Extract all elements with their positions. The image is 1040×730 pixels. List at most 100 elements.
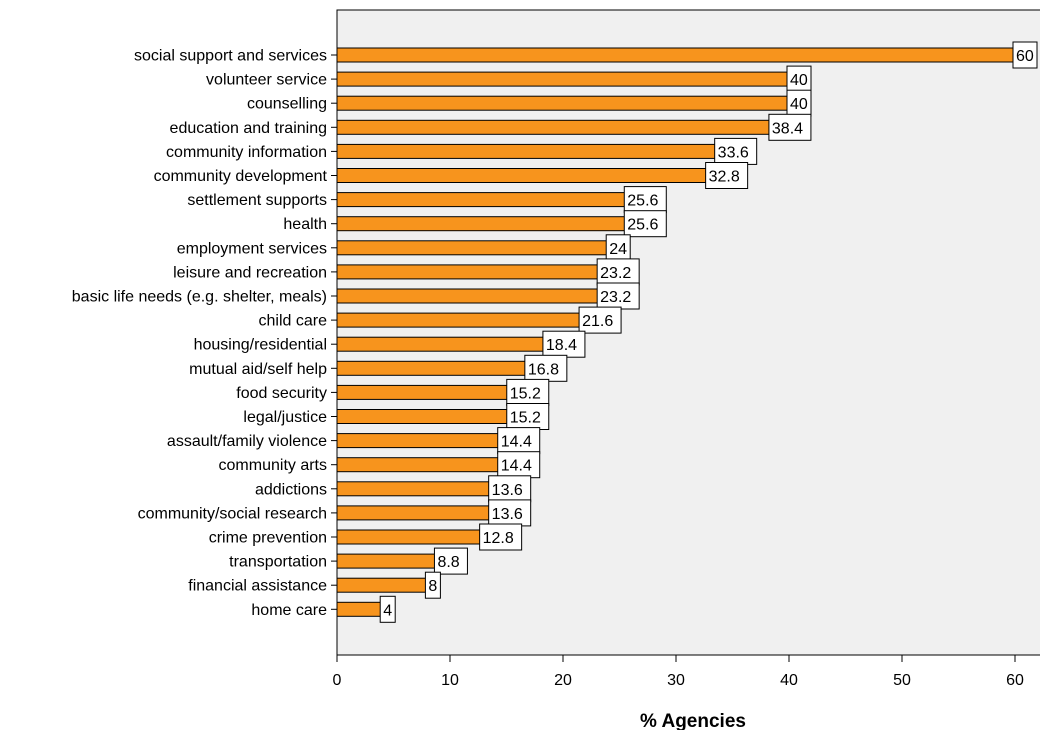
bar xyxy=(336,336,546,352)
category-label: mutual aid/self help xyxy=(189,361,327,378)
data-label-box xyxy=(488,475,532,503)
data-label: 8 xyxy=(424,571,441,599)
data-label-box xyxy=(605,234,631,262)
bars-layer xyxy=(336,47,1016,617)
data-label-text: 23.2 xyxy=(600,289,631,306)
data-label: 14.4 xyxy=(497,451,541,479)
data-label: 15.2 xyxy=(506,378,550,406)
data-label-box xyxy=(623,210,667,238)
category-label: counselling xyxy=(247,96,327,113)
x-tick-label: 30 xyxy=(667,672,685,689)
bar xyxy=(336,119,772,135)
x-tick-label: 40 xyxy=(780,672,798,689)
data-label-text: 14.4 xyxy=(501,434,532,451)
category-label: housing/residential xyxy=(194,337,327,354)
bar xyxy=(336,95,790,111)
bar xyxy=(336,168,709,183)
data-label-box xyxy=(786,89,812,117)
category-label: food security xyxy=(236,385,327,402)
category-labels: social support and services volunteer ser… xyxy=(72,48,337,619)
bar xyxy=(336,71,790,87)
category-label: community arts xyxy=(219,457,327,474)
data-label-box xyxy=(705,162,749,189)
data-label: 8.8 xyxy=(433,547,468,575)
data-label-text: 12.8 xyxy=(483,530,514,547)
data-label-text: 13.6 xyxy=(492,506,523,523)
category-label: child care xyxy=(259,313,328,330)
data-label-box xyxy=(1012,41,1038,69)
category-label: financial assistance xyxy=(188,578,327,595)
data-label-box xyxy=(786,65,812,93)
data-label-text: 23.2 xyxy=(600,265,631,282)
x-tick-label: 10 xyxy=(441,672,459,689)
category-label: crime prevention xyxy=(209,530,327,547)
data-label-box xyxy=(424,571,441,599)
category-label: employment services xyxy=(177,240,327,257)
data-label: 12.8 xyxy=(479,523,523,551)
data-label-box xyxy=(623,186,667,214)
data-label-text: 60 xyxy=(1016,48,1034,65)
bar xyxy=(336,481,492,497)
bar xyxy=(336,505,492,521)
bar xyxy=(336,409,510,424)
data-label-text: 24 xyxy=(609,241,627,258)
data-label-text: 8 xyxy=(428,578,437,595)
data-label-text: 40 xyxy=(790,72,808,89)
category-label: basic life needs (e.g. shelter, meals) xyxy=(72,289,327,306)
data-label-box xyxy=(497,427,541,455)
data-label: 13.6 xyxy=(488,475,532,503)
bar xyxy=(336,143,718,159)
bar xyxy=(336,553,437,569)
data-label: 16.8 xyxy=(524,354,568,382)
category-label: addictions xyxy=(255,481,327,498)
category-label: volunteer service xyxy=(206,72,327,89)
data-label: 25.6 xyxy=(623,210,667,238)
data-label: 32.8 xyxy=(705,162,749,189)
category-label: community information xyxy=(166,144,327,161)
data-label: 18.4 xyxy=(542,330,586,358)
data-label: 40 xyxy=(786,65,812,93)
data-label-box xyxy=(506,378,550,406)
x-tick-label: 20 xyxy=(554,672,572,689)
category-label: community/social research xyxy=(138,505,327,522)
data-label: 13.6 xyxy=(488,499,532,527)
bar xyxy=(336,264,600,280)
data-label-text: 38.4 xyxy=(772,120,803,137)
category-label: transportation xyxy=(229,554,327,571)
data-labels: 60404038.433.632.825.625.62423.223.221.6… xyxy=(379,41,1038,623)
data-label-text: 33.6 xyxy=(718,144,749,161)
bar xyxy=(336,577,428,593)
bar xyxy=(336,288,600,304)
category-label: leisure and recreation xyxy=(173,264,327,281)
data-label-box xyxy=(488,499,532,527)
data-label-box xyxy=(578,306,622,334)
bar xyxy=(336,216,627,232)
data-label-box xyxy=(596,282,640,310)
data-label-box xyxy=(506,403,550,430)
data-label: 33.6 xyxy=(714,137,758,165)
x-tick-label: 0 xyxy=(333,672,342,689)
data-label: 15.2 xyxy=(506,403,550,430)
data-label-text: 15.2 xyxy=(510,410,541,427)
plot-area xyxy=(336,9,1040,656)
data-label-text: 15.2 xyxy=(510,385,541,402)
bar xyxy=(336,47,1016,63)
x-tick-label: 60 xyxy=(1006,672,1024,689)
data-label-box xyxy=(433,547,468,575)
category-label: assault/family violence xyxy=(167,433,327,450)
bar xyxy=(336,529,483,545)
data-label: 23.2 xyxy=(596,282,640,310)
bar xyxy=(336,312,582,328)
data-label-text: 21.6 xyxy=(582,313,613,330)
data-label-text: 18.4 xyxy=(546,337,577,354)
x-tick-label: 50 xyxy=(893,672,911,689)
data-label: 40 xyxy=(786,89,812,117)
data-label-text: 40 xyxy=(790,96,808,113)
data-label-box xyxy=(768,113,812,141)
category-label: community development xyxy=(154,168,328,185)
category-label: legal/justice xyxy=(243,409,327,426)
data-label: 60 xyxy=(1012,41,1038,69)
data-label-text: 14.4 xyxy=(501,458,532,475)
category-label: settlement supports xyxy=(187,192,327,209)
data-label: 4 xyxy=(379,595,396,623)
